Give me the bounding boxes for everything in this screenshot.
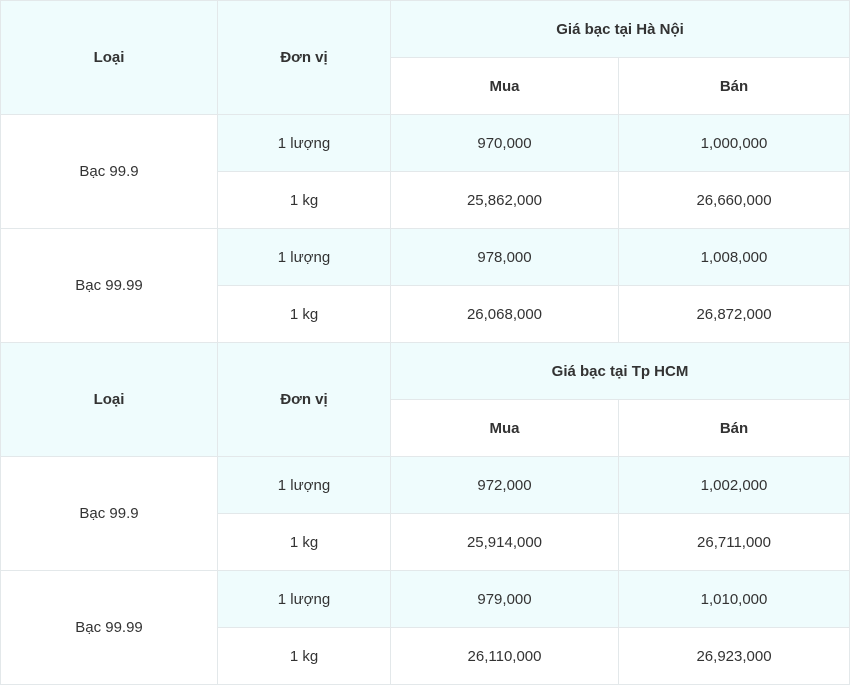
unit-cell: 1 lượng bbox=[217, 456, 391, 514]
buy-price-cell: 26,068,000 bbox=[390, 285, 619, 343]
table-row: Bạc 99.9 1 lượng 970,000 1,000,000 bbox=[0, 114, 850, 229]
sell-price-cell: 26,711,000 bbox=[617, 513, 850, 571]
table-row: 1 kg 25,914,000 26,711,000 bbox=[1, 513, 850, 571]
sell-price-cell: 1,010,000 bbox=[617, 570, 850, 628]
sell-price-cell: 26,872,000 bbox=[617, 285, 850, 343]
buy-price-cell: 25,862,000 bbox=[390, 171, 619, 229]
silver-type-cell: Bạc 99.99 bbox=[0, 228, 218, 343]
unit-cell: 1 kg bbox=[217, 513, 391, 571]
unit-cell: 1 kg bbox=[217, 171, 391, 229]
column-header-type: Loại bbox=[0, 342, 218, 457]
unit-cell: 1 lượng bbox=[217, 114, 391, 172]
column-header-buy: Mua bbox=[390, 57, 619, 115]
table-row: 1 kg 26,110,000 26,923,000 bbox=[1, 627, 850, 685]
sell-price-cell: 1,000,000 bbox=[617, 114, 850, 172]
buy-price-cell: 25,914,000 bbox=[390, 513, 619, 571]
unit-cell: 1 lượng bbox=[217, 570, 391, 628]
column-header-type: Loại bbox=[0, 0, 218, 115]
table-row: Bạc 99.99 1 lượng 979,000 1,010,000 bbox=[0, 570, 850, 685]
section-title: Giá bạc tại Tp HCM bbox=[389, 342, 850, 400]
table-row: Bạc 99.9 1 lượng 972,000 1,002,000 bbox=[0, 456, 850, 571]
header-row: Loại Đơn vị Giá bạc tại Tp HCM bbox=[0, 342, 850, 457]
buy-price-cell: 26,110,000 bbox=[390, 627, 619, 685]
unit-cell: 1 kg bbox=[217, 285, 391, 343]
subheader-row: Mua Bán bbox=[1, 399, 850, 457]
header-row: Loại Đơn vị Giá bạc tại Hà Nội bbox=[0, 0, 850, 115]
column-header-unit: Đơn vị bbox=[217, 342, 391, 457]
column-header-sell: Bán bbox=[617, 57, 850, 115]
column-header-buy: Mua bbox=[390, 399, 619, 457]
buy-price-cell: 972,000 bbox=[390, 456, 619, 514]
sell-price-cell: 1,008,000 bbox=[617, 228, 850, 286]
table-row: 1 kg 26,068,000 26,872,000 bbox=[1, 285, 850, 343]
buy-price-cell: 979,000 bbox=[390, 570, 619, 628]
table-row: Bạc 99.99 1 lượng 978,000 1,008,000 bbox=[0, 228, 850, 343]
column-header-unit: Đơn vị bbox=[217, 0, 391, 115]
unit-cell: 1 lượng bbox=[217, 228, 391, 286]
subheader-row: Mua Bán bbox=[1, 57, 850, 115]
sell-price-cell: 26,923,000 bbox=[617, 627, 850, 685]
silver-type-cell: Bạc 99.9 bbox=[0, 456, 218, 571]
unit-cell: 1 kg bbox=[217, 627, 391, 685]
section-title: Giá bạc tại Hà Nội bbox=[389, 0, 850, 58]
silver-type-cell: Bạc 99.99 bbox=[0, 570, 218, 685]
table-row: 1 kg 25,862,000 26,660,000 bbox=[1, 171, 850, 229]
sell-price-cell: 1,002,000 bbox=[617, 456, 850, 514]
sell-price-cell: 26,660,000 bbox=[617, 171, 850, 229]
buy-price-cell: 970,000 bbox=[390, 114, 619, 172]
silver-type-cell: Bạc 99.9 bbox=[0, 114, 218, 229]
buy-price-cell: 978,000 bbox=[390, 228, 619, 286]
column-header-sell: Bán bbox=[617, 399, 850, 457]
